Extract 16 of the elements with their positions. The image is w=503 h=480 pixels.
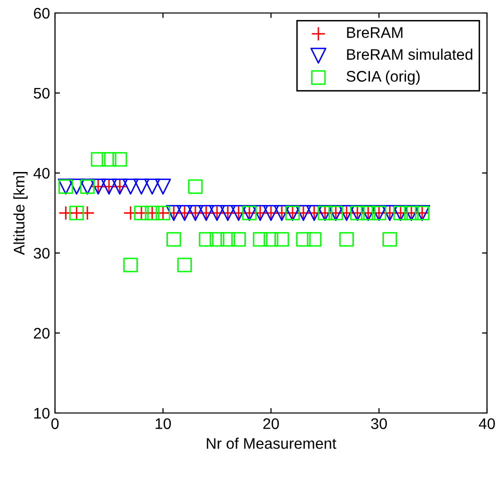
y-tick-label: 10 (34, 408, 50, 419)
x-tick-label: 0 (51, 418, 59, 430)
x-axis-title: Nr of Measurement (206, 438, 336, 449)
y-tick-label: 40 (34, 168, 50, 179)
y-tick-label: 60 (34, 8, 50, 19)
y-tick-label: 50 (34, 88, 50, 99)
y-axis-title: Altitude [km] (13, 172, 28, 255)
y-tick-label: 20 (34, 328, 50, 339)
legend-label: BreRAM (347, 27, 402, 38)
x-tick-label: 40 (478, 418, 495, 430)
x-tick-label: 30 (371, 418, 387, 430)
legend-label: SCIA (orig) (346, 70, 420, 85)
y-tick-label: 30 (34, 248, 50, 259)
x-tick-label: 20 (263, 418, 279, 430)
legend-label: BreRAM simulated (347, 48, 472, 60)
x-tick-label: 10 (156, 418, 171, 430)
